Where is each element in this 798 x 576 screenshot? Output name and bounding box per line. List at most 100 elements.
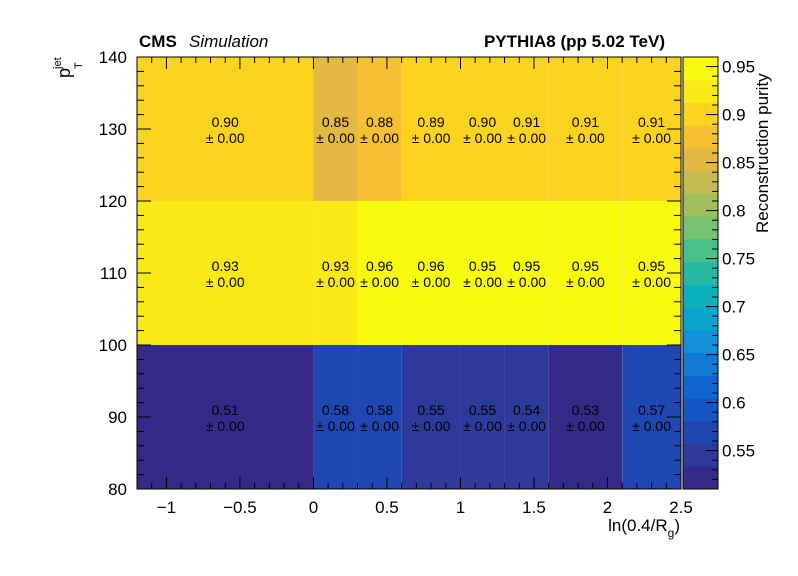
cell-value-label: 0.95 — [469, 258, 496, 274]
color-scale-step — [683, 125, 718, 149]
cell-value-label: 0.95 — [572, 258, 599, 274]
y-axis-title: pjet T — [52, 57, 85, 78]
cell-error-label: ± 0.00 — [206, 130, 245, 146]
x-tick-label: 1.5 — [522, 498, 546, 517]
color-scale-step — [683, 57, 718, 81]
cell-error-label: ± 0.00 — [566, 274, 605, 290]
heatmap-cell — [357, 57, 402, 201]
color-scale-step — [683, 352, 718, 376]
heatmap-cell — [401, 201, 461, 345]
cell-value-label: 0.91 — [638, 114, 665, 130]
cell-error-label: ± 0.00 — [316, 418, 355, 434]
z-tick-label: 0.6 — [722, 394, 746, 413]
x-tick-label: 0.5 — [375, 498, 399, 517]
color-scale-step — [683, 284, 718, 308]
cell-error-label: ± 0.00 — [632, 274, 671, 290]
color-scale-step — [683, 238, 718, 263]
color-scale-bar — [682, 56, 719, 490]
color-scale-step — [683, 147, 718, 172]
cell-value-label: 0.54 — [513, 402, 540, 418]
color-scale-step — [683, 375, 718, 399]
x-tick-label: 2.5 — [669, 498, 693, 517]
heatmap-cell — [504, 57, 549, 201]
cell-value-label: 0.95 — [638, 258, 665, 274]
cell-error-label: ± 0.00 — [632, 130, 671, 146]
cell-value-label: 0.93 — [212, 258, 239, 274]
color-scale-step — [683, 170, 718, 194]
cell-error-label: ± 0.00 — [463, 418, 502, 434]
svg-text:pjet: pjet — [52, 57, 74, 78]
y-tick-label: 110 — [100, 264, 127, 283]
status-label: Simulation — [189, 32, 268, 51]
z-tick-label: 0.65 — [722, 346, 755, 365]
color-scale-step — [683, 79, 718, 103]
cell-error-label: ± 0.00 — [632, 418, 671, 434]
cell-error-label: ± 0.00 — [412, 274, 451, 290]
cell-value-label: 0.91 — [572, 114, 599, 130]
x-tick-label: −0.5 — [223, 498, 257, 517]
heatmap-cell — [313, 345, 358, 489]
x-axis-title-close: ) — [674, 516, 680, 535]
heatmap-cell — [460, 345, 505, 489]
cell-error-label: ± 0.00 — [316, 274, 355, 290]
y-tick-label: 120 — [99, 192, 127, 211]
x-tick-label: 2 — [603, 498, 612, 517]
y-axis: 80 90 100 110 120 130 140 — [99, 48, 681, 499]
x-axis-title-subscript: g — [668, 526, 675, 540]
cell-value-label: 0.96 — [366, 258, 393, 274]
cell-error-label: ± 0.00 — [566, 130, 605, 146]
heatmap-cell — [548, 345, 623, 489]
x-tick-label: 1 — [456, 498, 465, 517]
heatmap-cell — [137, 201, 314, 345]
cell-error-label: ± 0.00 — [507, 130, 546, 146]
cell-value-label: 0.90 — [212, 114, 239, 130]
cell-value-label: 0.85 — [322, 114, 349, 130]
cell-error-label: ± 0.00 — [566, 418, 605, 434]
heatmap-cell — [401, 345, 461, 489]
color-scale-step — [683, 261, 718, 285]
cell-value-label: 0.96 — [417, 258, 444, 274]
color-scale-step — [683, 466, 718, 490]
z-tick-label: 0.95 — [722, 58, 755, 77]
cell-value-label: 0.93 — [322, 258, 349, 274]
cell-error-label: ± 0.00 — [463, 130, 502, 146]
cell-error-label: ± 0.00 — [507, 418, 546, 434]
cell-error-label: ± 0.00 — [316, 130, 355, 146]
x-axis-title-main: ln(0.4/R — [608, 516, 668, 535]
heatmap-cell — [460, 201, 505, 345]
heatmap-cells — [137, 57, 681, 489]
y-tick-label: 100 — [99, 336, 127, 355]
cell-error-label: ± 0.00 — [412, 418, 451, 434]
z-tick-label: 0.55 — [722, 442, 755, 461]
heatmap-cell — [548, 57, 623, 201]
heatmap-cell — [137, 345, 314, 489]
color-scale-step — [683, 193, 718, 217]
color-scale-step — [683, 216, 718, 240]
y-tick-label: 80 — [108, 480, 127, 499]
cell-value-label: 0.89 — [417, 114, 444, 130]
cell-value-label: 0.88 — [366, 114, 393, 130]
cell-error-label: ± 0.00 — [360, 130, 399, 146]
z-axis-title: Reconstruction purity — [753, 73, 772, 233]
x-axis: −1 −0.5 0 0.5 1 1.5 2 2.5 — [136, 57, 693, 517]
cell-value-label: 0.55 — [417, 402, 444, 418]
cell-value-label: 0.51 — [212, 402, 239, 418]
y-axis-title-main: p — [54, 68, 74, 78]
color-scale-step — [683, 443, 718, 467]
cell-error-label: ± 0.00 — [412, 130, 451, 146]
heatmap-cell — [460, 57, 505, 201]
cell-value-label: 0.90 — [469, 114, 496, 130]
y-tick-label: 90 — [108, 408, 127, 427]
cell-value-label: 0.95 — [513, 258, 540, 274]
heatmap-cell — [504, 345, 549, 489]
heatmap-cell — [357, 201, 402, 345]
color-scale-frame — [682, 56, 719, 490]
cell-value-label: 0.57 — [638, 402, 665, 418]
heatmap-cell — [548, 201, 623, 345]
cell-error-label: ± 0.00 — [507, 274, 546, 290]
cell-value-label: 0.55 — [469, 402, 496, 418]
color-scale-axis: 0.55 0.6 0.65 0.7 0.75 0.8 0.85 0.9 0.95 — [706, 56, 755, 480]
heatmap-cell — [401, 57, 461, 201]
cell-error-label: ± 0.00 — [360, 418, 399, 434]
